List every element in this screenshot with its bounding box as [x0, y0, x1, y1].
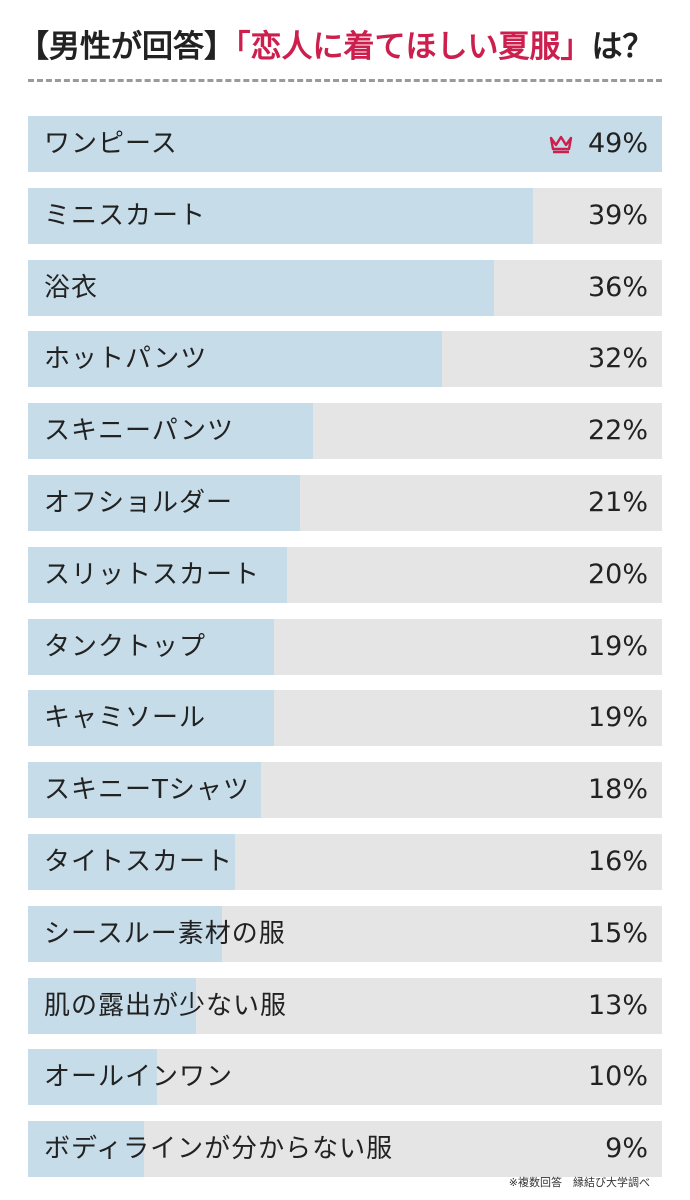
value-label: 21% [587, 487, 648, 518]
bar-row: ワンピース 49% [28, 116, 662, 172]
bar-row: オフショルダー 21% [28, 475, 662, 531]
bar-row: スキニーTシャツ 18% [28, 762, 662, 818]
crown-icon [549, 135, 573, 154]
bar-row: スリットスカート 20% [28, 547, 662, 603]
value-label: 39% [587, 200, 648, 231]
value-label: 22% [587, 415, 648, 446]
bar [28, 403, 313, 459]
bar-row: ミニスカート 39% [28, 188, 662, 244]
bar [28, 1049, 157, 1105]
category-label: ホットパンツ [44, 344, 208, 374]
category-label: キャミソール [44, 703, 207, 733]
bar [28, 188, 533, 244]
value-label: 19% [587, 702, 648, 733]
category-label: オフショルダー [44, 488, 234, 518]
bar-row: ホットパンツ 32% [28, 331, 662, 387]
bar-row: タンクトップ 19% [28, 619, 662, 675]
category-label: 肌の露出が少ない服 [44, 991, 288, 1021]
bar-row: シースルー素材の服 15% [28, 906, 662, 962]
title-suffix: は？ [591, 29, 654, 65]
bar [28, 906, 222, 962]
category-label: オールインワン [44, 1062, 234, 1092]
category-label: スキニーパンツ [44, 416, 235, 446]
category-label: 浴衣 [44, 273, 99, 303]
value-label: 32% [587, 343, 648, 374]
bar [28, 690, 274, 746]
category-label: ボディラインが分からない服 [44, 1134, 394, 1164]
bar [28, 331, 442, 387]
bar [28, 762, 261, 818]
title-prefix: 【男性が回答】 [18, 29, 235, 65]
value-label: 49% [587, 128, 648, 159]
value-label: 16% [587, 846, 648, 877]
value-label: 10% [587, 1061, 648, 1092]
value-label: 15% [587, 918, 648, 949]
category-label: ワンピース [44, 129, 178, 159]
bar-row: タイトスカート 16% [28, 834, 662, 890]
category-label: タンクトップ [44, 632, 207, 662]
bar [28, 547, 287, 603]
value-label: 18% [587, 774, 648, 805]
value-label: 19% [587, 631, 648, 662]
bar-row: スキニーパンツ 22% [28, 403, 662, 459]
bar [28, 619, 274, 675]
category-label: スキニーTシャツ [44, 775, 250, 805]
bar [28, 475, 300, 531]
dashed-divider [28, 79, 662, 82]
bar [28, 834, 235, 890]
bar-row: ボディラインが分からない服 9% [28, 1121, 662, 1177]
bar-row: 浴衣 36% [28, 260, 662, 316]
chart-title: 【男性が回答】「恋人に着てほしい夏服」は？ [18, 24, 654, 70]
category-label: シースルー素材の服 [44, 919, 286, 949]
value-label: 36% [587, 272, 648, 303]
bar [28, 978, 196, 1034]
value-label: 13% [587, 990, 648, 1021]
category-label: スリットスカート [44, 560, 261, 590]
bar-row: 肌の露出が少ない服 13% [28, 978, 662, 1034]
title-highlight: 「恋人に着てほしい夏服」 [235, 29, 592, 65]
category-label: タイトスカート [44, 847, 234, 877]
source-footnote: ※複数回答 縁結び大学調べ [508, 1176, 650, 1189]
value-label: 20% [587, 559, 648, 590]
bar-row: オールインワン 10% [28, 1049, 662, 1105]
bar [28, 1121, 144, 1177]
category-label: ミニスカート [44, 201, 207, 231]
value-label: 9% [605, 1133, 648, 1164]
bar [28, 260, 494, 316]
bar-row: キャミソール 19% [28, 690, 662, 746]
